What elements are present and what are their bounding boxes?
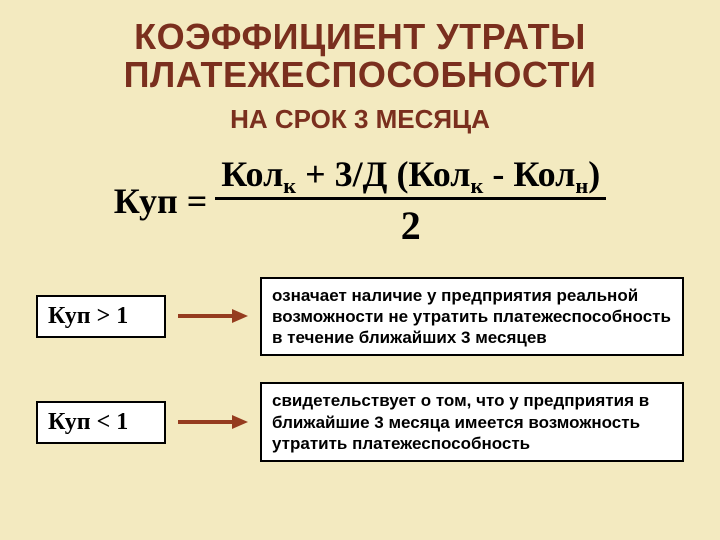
formula-denominator: 2 [401,200,421,249]
arrow-icon [178,412,248,432]
condition-box: Куп > 1 [36,295,166,338]
formula: Куп = Колк + 3/Д (Колк - Колн) 2 [30,153,690,249]
condition-row: Куп < 1 свидетельствует о том, что у пре… [36,382,684,462]
title-line-1: КОЭФФИЦИЕНТ УТРАТЫ [134,16,586,57]
title-line-2: ПЛАТЕЖЕСПОСОБНОСТИ [124,54,597,95]
description-box: означает наличие у предприятия реальной … [260,277,684,357]
slide-title: КОЭФФИЦИЕНТ УТРАТЫ ПЛАТЕЖЕСПОСОБНОСТИ [30,18,690,94]
formula-numerator: Колк + 3/Д (Колк - Колн) [215,153,606,197]
description-box: свидетельствует о том, что у предприятия… [260,382,684,462]
condition-box: Куп < 1 [36,401,166,444]
slide: КОЭФФИЦИЕНТ УТРАТЫ ПЛАТЕЖЕСПОСОБНОСТИ НА… [0,0,720,540]
slide-subtitle: НА СРОК 3 МЕСЯЦА [30,104,690,135]
condition-row: Куп > 1 означает наличие у предприятия р… [36,277,684,357]
formula-lhs: Куп = [114,180,207,222]
arrow-icon [178,306,248,326]
formula-fraction: Колк + 3/Д (Колк - Колн) 2 [215,153,606,249]
condition-rows: Куп > 1 означает наличие у предприятия р… [30,277,690,463]
